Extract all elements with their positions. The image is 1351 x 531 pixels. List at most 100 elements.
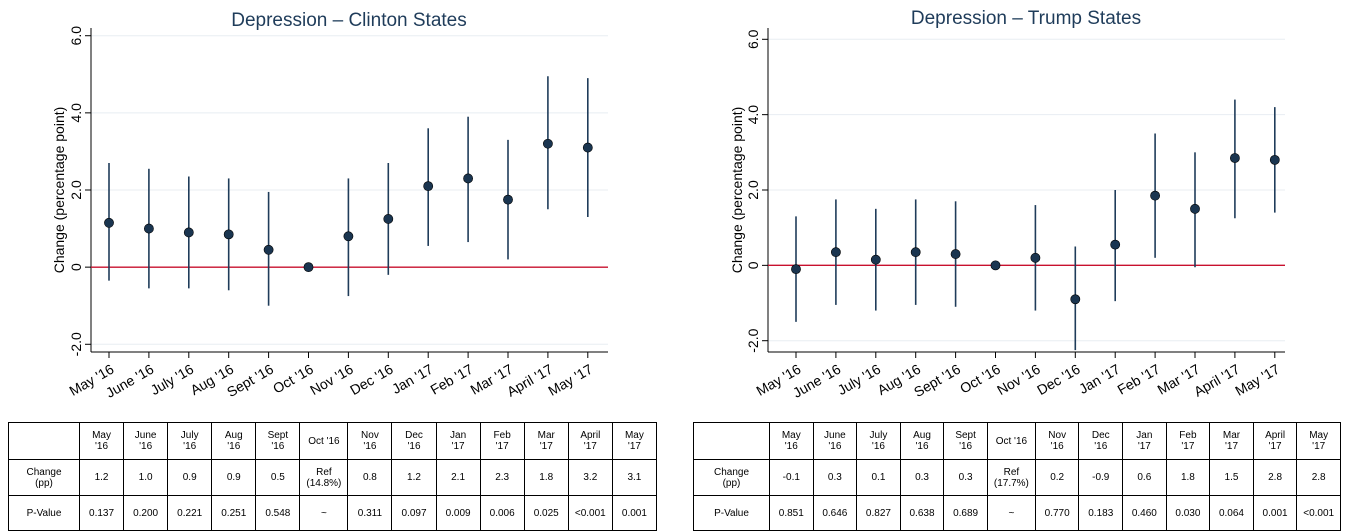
table-cell: May '16 — [78, 422, 125, 460]
x-tick-label: April '17 — [504, 361, 556, 400]
data-point — [343, 231, 354, 242]
x-tick-label: Dec '16 — [1034, 361, 1083, 398]
table-cell: 1.8 — [523, 459, 569, 496]
data-point — [791, 264, 801, 275]
x-tick-label: May '17 — [545, 361, 595, 399]
table-cell: Ref (14.8%) — [299, 459, 349, 496]
table-header-row: May '16 June '16 July '16 Aug '16 Sept '16 Oct '16… — [693, 422, 1341, 460]
table-cell: Sept '16 — [943, 422, 988, 460]
table-cell: 0.9 — [167, 459, 213, 496]
table-cell: 0.9 — [211, 459, 257, 496]
x-tick-label: Dec '16 — [347, 361, 396, 398]
table-cell: Oct '16 — [299, 422, 349, 460]
table-cell: 0.1 — [856, 459, 901, 496]
table-cell: Dec '16 — [1078, 422, 1124, 460]
table-cell: Ref (17.7%) — [986, 459, 1036, 496]
table-cell: Feb '17 — [479, 422, 525, 460]
table-cell: 1.8 — [1165, 459, 1211, 496]
y-tick-label: 6.0 — [745, 29, 761, 49]
row-label: Change (pp) — [693, 459, 770, 496]
table-cell: 0.001 — [1252, 495, 1298, 531]
table-pvalue-row: P-Value 0.851 0.646 0.827 0.638 0.689 ~0.770 0.… — [693, 495, 1341, 531]
table-cell: Nov '16 — [1034, 422, 1080, 460]
table-cell: 0.200 — [123, 495, 169, 531]
table-cell: 0.689 — [943, 495, 988, 531]
y-tick-label: 4.0 — [745, 105, 761, 125]
table-cell: 0.548 — [255, 495, 301, 531]
trump-panel: -2.0 0 2.0 4.0 6.0 Change (percentage point) D… — [676, 0, 1351, 531]
table-cell: 2.3 — [479, 459, 525, 496]
x-tick-label: July '16 — [835, 361, 884, 398]
table-cell: Mar '17 — [1209, 422, 1254, 460]
trump-chart: -2.0 0 2.0 4.0 6.0 Change (percentage point) D… — [729, 8, 1285, 401]
table-cell: May '17 — [1296, 422, 1341, 460]
data-point — [303, 262, 314, 273]
data-point — [543, 138, 553, 149]
y-axis-label: Change (percentage point) — [51, 107, 67, 274]
data-point — [383, 214, 394, 224]
table-cell: April '17 — [1252, 422, 1298, 460]
data-point — [1269, 154, 1280, 165]
data-point — [990, 260, 1001, 271]
y-tick-label: 2.0 — [745, 180, 761, 200]
table-header-row: May '16 June '16 July '16 Aug '16 Sept '16 Oct '16… — [8, 422, 658, 460]
x-tick-label: Feb '17 — [428, 361, 476, 398]
data-point — [104, 217, 114, 228]
table-cell: June '16 — [123, 422, 169, 460]
table-cell: 0.3 — [812, 459, 858, 496]
table-cell: 2.8 — [1296, 459, 1341, 496]
table-cell: July '16 — [167, 422, 213, 460]
table-cell: Dec '16 — [391, 422, 437, 460]
x-tick-label: May '17 — [1232, 361, 1282, 399]
table-cell: 0.638 — [899, 495, 945, 531]
table-cell: Nov '16 — [347, 422, 393, 460]
row-label: P-Value — [8, 495, 80, 531]
y-tick-label: 4.0 — [68, 103, 84, 123]
x-tick-label: April '17 — [1191, 361, 1243, 400]
data-point — [1030, 252, 1041, 263]
x-tick-label: Sept '16 — [224, 361, 276, 400]
table-cell: 0.5 — [255, 459, 301, 496]
y-tick-label: 0 — [745, 261, 761, 269]
table-change-row: Change (pp) 1.2 1.0 0.9 0.9 0.5 Ref (14.8%) 0.8 1.… — [8, 459, 658, 496]
row-label: Change (pp) — [8, 459, 80, 496]
table-cell: 3.2 — [567, 459, 613, 496]
table-cell: 0.025 — [523, 495, 569, 531]
table-cell: 2.8 — [1252, 459, 1298, 496]
data-point — [910, 247, 921, 258]
table-cell: 0.851 — [769, 495, 814, 531]
table-cell: 0.2 — [1034, 459, 1080, 496]
table-cell: 0.8 — [347, 459, 393, 496]
table-cell: ~ — [299, 495, 349, 531]
clinton-chart: -2.0 0 2.0 4.0 6.0 Change (percentage point) D… — [51, 10, 608, 401]
table-cell: -0.9 — [1078, 459, 1124, 496]
x-tick-label: Nov '16 — [994, 361, 1043, 398]
x-tick-label: Oct '16 — [957, 361, 1003, 397]
table-cell: May '17 — [611, 422, 658, 460]
table-cell: 0.137 — [78, 495, 125, 531]
x-tick-label: July '16 — [148, 361, 197, 398]
chart-title: Depression – Trump States — [911, 8, 1141, 29]
y-axis-label: Change (percentage point) — [729, 107, 745, 274]
y-tick-label: -2.0 — [745, 328, 761, 352]
data-point — [870, 254, 881, 265]
clinton-panel: -2.0 0 2.0 4.0 6.0 Change (percentage point) D… — [0, 0, 675, 531]
table-cell: Oct '16 — [986, 422, 1036, 460]
x-tick-label: Feb '17 — [1115, 361, 1163, 398]
data-point — [1190, 203, 1200, 214]
table-cell: 0.006 — [479, 495, 525, 531]
clinton-table: May '16 June '16 July '16 Aug '16 Sept '16 Oct '16… — [8, 422, 658, 531]
y-tick-label: 2.0 — [68, 180, 84, 200]
table-cell: 0.001 — [611, 495, 658, 531]
table-cell: 0.311 — [347, 495, 393, 531]
row-label: P-Value — [693, 495, 770, 531]
table-cell: 3.1 — [611, 459, 658, 496]
row-label — [693, 422, 770, 460]
data-point — [582, 142, 593, 153]
data-point — [830, 247, 841, 258]
table-pvalue-row: P-Value 0.137 0.200 0.221 0.251 0.548 ~0.311 0.… — [8, 495, 658, 531]
table-cell: 0.460 — [1122, 495, 1167, 531]
trump-table: May '16 June '16 July '16 Aug '16 Sept '16 Oct '16… — [693, 422, 1341, 531]
table-cell: 1.2 — [391, 459, 437, 496]
y-tick-label: 6.0 — [68, 26, 84, 46]
